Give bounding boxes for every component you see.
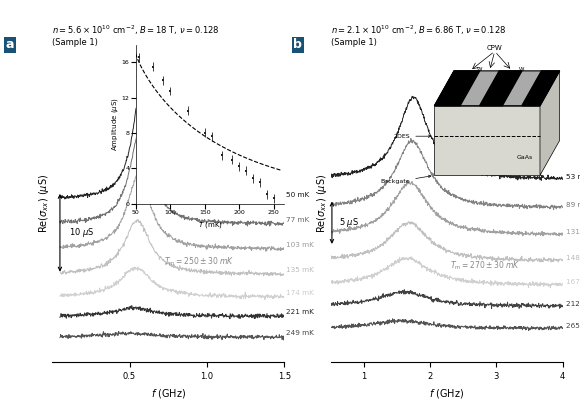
Text: (Sample 1): (Sample 1) bbox=[52, 38, 98, 47]
Text: 50 mK: 50 mK bbox=[286, 192, 309, 198]
Text: 89 mK: 89 mK bbox=[566, 202, 580, 208]
Text: (Sample 1): (Sample 1) bbox=[331, 38, 376, 47]
Text: 249 mK: 249 mK bbox=[286, 330, 314, 336]
Text: 212 mK: 212 mK bbox=[566, 300, 580, 306]
Text: b: b bbox=[293, 38, 302, 51]
Text: $T_{\rm m} = 270 \pm 30$ mK: $T_{\rm m} = 270 \pm 30$ mK bbox=[450, 260, 520, 272]
Y-axis label: Re($\sigma_{xx}$) ($\mu$S): Re($\sigma_{xx}$) ($\mu$S) bbox=[315, 174, 329, 233]
Text: 221 mK: 221 mK bbox=[286, 309, 314, 315]
Text: 103 mK: 103 mK bbox=[286, 242, 314, 248]
Y-axis label: Re($\sigma_{xx}$) ($\mu$S): Re($\sigma_{xx}$) ($\mu$S) bbox=[37, 174, 51, 233]
Text: 131 mK: 131 mK bbox=[566, 230, 580, 235]
Text: 174 mK: 174 mK bbox=[286, 290, 314, 296]
Text: 265 mK: 265 mK bbox=[566, 323, 580, 329]
X-axis label: $f$ (GHz): $f$ (GHz) bbox=[429, 387, 464, 400]
Text: 10 $\mu$S: 10 $\mu$S bbox=[69, 226, 95, 239]
Text: 5 $\mu$S: 5 $\mu$S bbox=[339, 216, 358, 229]
Text: 53 mK: 53 mK bbox=[566, 173, 580, 179]
Text: 77 mK: 77 mK bbox=[286, 217, 309, 223]
Text: $n = 5.6 \times 10^{10}$ cm$^{-2}$, $B = 18$ T, $\nu = 0.128$: $n = 5.6 \times 10^{10}$ cm$^{-2}$, $B =… bbox=[52, 23, 220, 37]
X-axis label: $f$ (GHz): $f$ (GHz) bbox=[151, 387, 186, 400]
Text: $n = 2.1 \times 10^{10}$ cm$^{-2}$, $B = 6.86$ T, $\nu = 0.128$: $n = 2.1 \times 10^{10}$ cm$^{-2}$, $B =… bbox=[331, 23, 506, 37]
Text: 135 mK: 135 mK bbox=[286, 267, 314, 274]
Text: $T_{\rm m} = 250 \pm 30$ mK: $T_{\rm m} = 250 \pm 30$ mK bbox=[164, 256, 234, 268]
Text: 148 mK: 148 mK bbox=[566, 255, 580, 261]
Text: a: a bbox=[6, 38, 14, 51]
Text: 167 mK: 167 mK bbox=[566, 279, 580, 285]
